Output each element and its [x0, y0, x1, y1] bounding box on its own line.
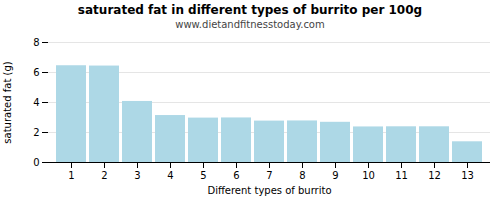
svg-text:8: 8: [33, 37, 39, 48]
svg-text:13: 13: [461, 170, 474, 181]
svg-text:Different types of burrito: Different types of burrito: [207, 185, 331, 196]
svg-text:11: 11: [395, 170, 408, 181]
svg-text:9: 9: [332, 170, 338, 181]
svg-text:2: 2: [33, 127, 39, 138]
svg-text:0: 0: [33, 157, 39, 168]
svg-text:4: 4: [167, 170, 173, 181]
html-text:www.dietandfitnesstoday.com: www.dietandfitnesstoday.com: [175, 19, 325, 30]
svg-text:3: 3: [134, 170, 140, 181]
svg-text:5: 5: [200, 170, 206, 181]
svg-text:8: 8: [299, 170, 305, 181]
svg-text:7: 7: [266, 170, 272, 181]
svg-text:1: 1: [68, 170, 74, 181]
svg-text:saturated fat (g): saturated fat (g): [2, 61, 13, 143]
svg-text:6: 6: [233, 170, 239, 181]
svg-text:10: 10: [362, 170, 375, 181]
svg-text:2: 2: [101, 170, 107, 181]
svg-text:6: 6: [33, 67, 39, 78]
svg-text:4: 4: [33, 97, 39, 108]
svg-text:12: 12: [428, 170, 441, 181]
html-text:saturated fat in different typ: saturated fat in different types of burr…: [77, 3, 423, 17]
